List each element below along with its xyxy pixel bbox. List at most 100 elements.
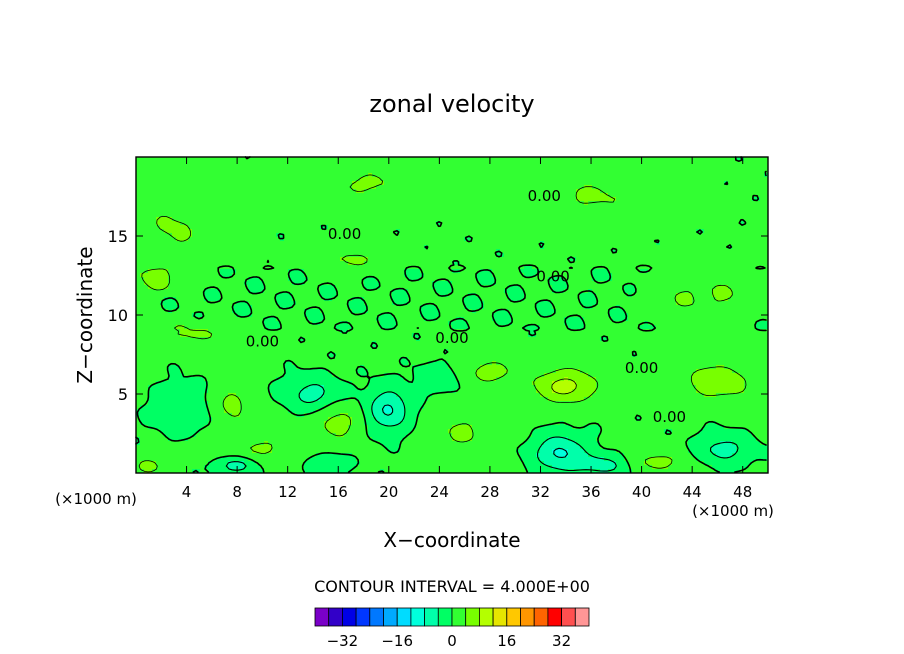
field-cell (580, 233, 585, 238)
field-cell (732, 157, 737, 162)
field-cell (208, 269, 213, 274)
field-cell (216, 197, 221, 202)
field-cell (192, 177, 197, 182)
field-cell (380, 201, 385, 206)
field-cell (340, 197, 345, 202)
field-cell (552, 273, 557, 278)
field-cell (648, 245, 653, 250)
field-cell (424, 249, 429, 254)
field-cell (480, 261, 485, 266)
field-cell (448, 225, 453, 230)
field-cell (588, 273, 593, 278)
field-cell (192, 277, 197, 282)
field-cell (432, 173, 437, 178)
field-cell (252, 241, 257, 246)
field-cell (368, 281, 373, 286)
field-cell (612, 229, 617, 234)
field-cell (212, 245, 217, 250)
field-cell (392, 261, 397, 266)
field-cell (184, 193, 189, 198)
field-cell (176, 197, 181, 202)
field-cell (752, 225, 757, 230)
field-cell (444, 265, 449, 270)
field-cell (260, 205, 265, 210)
field-cell (524, 169, 529, 174)
field-cell (284, 269, 289, 274)
field-cell (292, 177, 297, 182)
field-cell (452, 249, 457, 254)
field-cell (152, 197, 157, 202)
field-cell (360, 181, 365, 186)
field-cell (428, 257, 433, 262)
field-cell (676, 189, 681, 194)
field-cell (492, 225, 497, 230)
field-cell (152, 269, 157, 274)
field-cell (692, 181, 697, 186)
field-cell (704, 229, 709, 234)
field-cell (408, 197, 413, 202)
field-cell (468, 193, 473, 198)
field-cell (700, 201, 705, 206)
field-cell (208, 241, 213, 246)
field-cell (408, 201, 413, 206)
field-cell (612, 217, 617, 222)
field-cell (160, 261, 165, 266)
field-cell (728, 241, 733, 246)
field-cell (456, 205, 461, 210)
field-cell (220, 213, 225, 218)
field-cell (320, 281, 325, 286)
field-cell (268, 209, 273, 214)
field-cell (244, 241, 249, 246)
field-cell (364, 245, 369, 250)
field-cell (440, 189, 445, 194)
field-cell (320, 237, 325, 242)
field-cell (448, 193, 453, 198)
field-cell (732, 185, 737, 190)
field-cell (208, 165, 213, 170)
field-cell (432, 201, 437, 206)
field-cell (436, 185, 441, 190)
field-cell (524, 157, 529, 162)
field-cell (376, 241, 381, 246)
field-cell (496, 217, 501, 222)
field-cell (436, 233, 441, 238)
field-cell (248, 189, 253, 194)
field-cell (548, 233, 553, 238)
field-cell (364, 237, 369, 242)
field-cell (640, 225, 645, 230)
field-cell (628, 229, 633, 234)
field-cell (260, 261, 265, 266)
field-cell (420, 229, 425, 234)
field-cell (308, 253, 313, 258)
field-cell (400, 213, 405, 218)
field-cell (592, 169, 597, 174)
field-cell (748, 273, 753, 278)
field-cell (668, 253, 673, 258)
field-cell (180, 281, 185, 286)
field-cell (172, 177, 177, 182)
field-cell (696, 209, 701, 214)
field-cell (396, 165, 401, 170)
field-cell (448, 161, 453, 166)
field-cell (264, 169, 269, 174)
field-cell (236, 205, 241, 210)
field-cell (512, 197, 517, 202)
field-cell (596, 233, 601, 238)
field-cell (704, 205, 709, 210)
field-cell (324, 177, 329, 182)
field-cell (312, 157, 317, 162)
field-cell (468, 277, 473, 282)
field-cell (660, 185, 665, 190)
field-cell (740, 237, 745, 242)
field-cell (544, 237, 549, 242)
field-cell (720, 181, 725, 186)
field-cell (152, 213, 157, 218)
field-cell (536, 205, 541, 210)
field-cell (656, 165, 661, 170)
field-cell (436, 265, 441, 270)
field-cell (540, 205, 545, 210)
field-cell (348, 177, 353, 182)
field-cell (252, 193, 257, 198)
field-cell (188, 205, 193, 210)
field-cell (536, 273, 541, 278)
